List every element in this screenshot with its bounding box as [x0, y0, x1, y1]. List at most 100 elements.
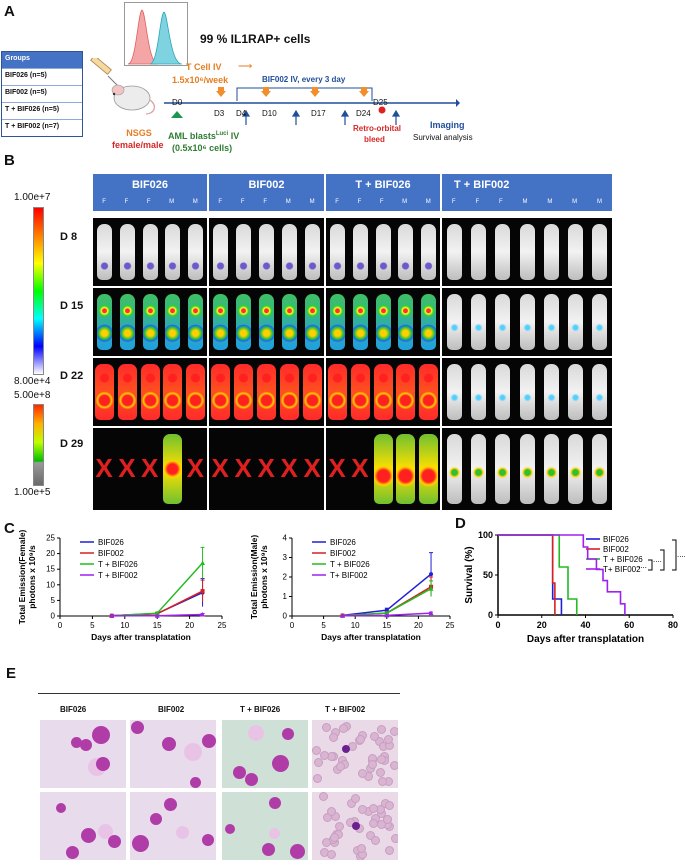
mouse-image [350, 364, 370, 420]
red-blood-cell [357, 805, 367, 815]
micrograph [130, 792, 216, 860]
data-point [109, 613, 115, 618]
sig-marker: .... [677, 550, 685, 559]
red-blood-cell [370, 732, 380, 742]
legend-label: T+ BIF002 [603, 565, 641, 574]
mouse-image [280, 364, 299, 420]
micro-header: T + BIF002 [325, 705, 366, 714]
x-tick-label: 20 [414, 621, 423, 630]
legend-label: T + BIF002 [98, 571, 138, 580]
red-blood-cell [384, 800, 394, 810]
data-point [428, 586, 434, 591]
colorbar2-min: 1.00e+5 [14, 487, 51, 498]
mouse-image [592, 364, 608, 420]
mouse-image [211, 364, 230, 420]
blast-cell [163, 798, 177, 812]
mouse-image [519, 294, 535, 350]
red-blood-cell [369, 803, 379, 813]
sex-label: M [425, 199, 431, 205]
survival-label: Survival analysis [413, 133, 473, 142]
groups-table: Groups BIF026 (n=5) BIF002 (n=5) T + BIF… [1, 51, 83, 137]
data-point [428, 610, 434, 616]
mouse-image [142, 294, 158, 350]
sex-label: F [102, 199, 106, 205]
imaging-panel [442, 358, 612, 426]
mouse-image [140, 364, 160, 420]
legend-label: BIF002 [98, 549, 124, 558]
mouse-image [282, 224, 297, 280]
y-axis-label-group: Survival (%) [464, 546, 475, 603]
sex-label: M [572, 199, 578, 205]
day-row-label: D 8 [60, 231, 78, 243]
imaging-panel [326, 218, 440, 286]
blast-cell [65, 845, 79, 859]
day-label: D0 [172, 98, 183, 107]
y-tick-label: 0 [283, 612, 288, 621]
red-blood-cell [377, 820, 387, 830]
day-row-label: D 15 [60, 300, 84, 312]
micrograph [40, 792, 126, 860]
mouse-image [163, 364, 183, 420]
deceased-x-icon: X [95, 453, 113, 483]
blast-cell [281, 727, 294, 740]
red-blood-cell [390, 760, 398, 770]
imaging-panel [442, 428, 612, 510]
micrograph [222, 720, 308, 788]
mouse-image [186, 364, 206, 420]
x-tick-label: 15 [153, 621, 162, 630]
mouse-image [119, 224, 135, 280]
red-blood-cell [313, 758, 323, 768]
mouse-image [96, 294, 112, 350]
survival-curve [498, 534, 556, 615]
red-blood-cell [313, 773, 323, 783]
red-blood-cell [327, 807, 337, 817]
sex-label: F [475, 199, 480, 205]
y-axis-label-group: Total Emission(Male) photons x 10⁹/s [249, 535, 269, 620]
blast-cell [97, 824, 113, 840]
blast-cell [244, 772, 258, 786]
data-point [340, 613, 346, 618]
data-point [384, 610, 390, 616]
sex-label: M [402, 199, 408, 205]
x-axis-label: Days after transplatation [321, 632, 421, 642]
mouse-image [236, 294, 251, 350]
micrograph [40, 720, 126, 788]
blast-cell [268, 797, 281, 810]
sig-bracket [648, 559, 653, 571]
red-blood-cell [338, 724, 348, 734]
mouse-image [213, 224, 228, 280]
blast-cell [189, 776, 201, 788]
mouse-image [519, 364, 535, 420]
mouse-image [421, 224, 437, 280]
sex-label: F [451, 199, 456, 205]
mouse-image [352, 294, 368, 350]
y-tick-label: 100 [478, 530, 493, 540]
red-blood-cell [377, 754, 387, 764]
y-axis-label: photons x 10⁹/s [27, 545, 37, 609]
x-axis-label: Days after transplatation [527, 634, 644, 645]
sig-marker: .... [653, 555, 662, 564]
x-tick-label: 15 [382, 621, 391, 630]
y-tick-label: 0 [51, 612, 56, 621]
data-point [154, 610, 160, 616]
x-tick-label: 60 [624, 620, 634, 630]
legend-label: BIF026 [330, 538, 356, 547]
mouse-image [142, 224, 158, 280]
mouse-image [188, 294, 204, 350]
mouse-image [375, 224, 391, 280]
divider [38, 693, 400, 694]
data-point [154, 613, 160, 618]
blast-cell [352, 822, 360, 830]
blast-cell [92, 726, 111, 745]
mouse-image [352, 224, 368, 280]
blast-cell [55, 802, 66, 813]
retro-line2: bleed [364, 135, 385, 144]
mouse-image [470, 294, 486, 350]
deceased-x-icon: X [234, 453, 252, 483]
data-point [200, 589, 205, 594]
data-point [200, 611, 206, 617]
mouse-image [257, 364, 276, 420]
sex-label: M [547, 199, 553, 205]
